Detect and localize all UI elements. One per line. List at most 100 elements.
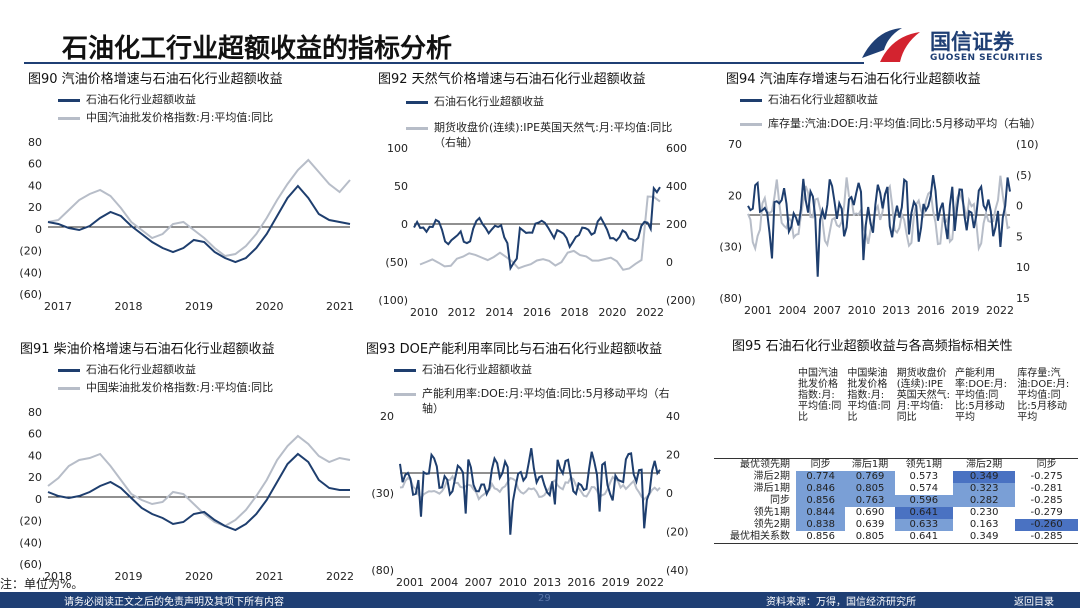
- fig90-legend-light: 中国汽油批发价格指数:月:平均值:同比: [58, 110, 273, 125]
- series-line-dark: [47, 452, 350, 532]
- y-tick-label: (20): [19, 245, 42, 258]
- fig94-chart: 70 20 (30) (80) (10) (5) 0 5 10 15 2001 2004 2007 201…: [719, 138, 1039, 317]
- x-tick-label: 2020: [185, 570, 213, 583]
- y-tick-label: (30): [719, 241, 742, 254]
- fig93-caption: 图93 DOE产能利用率同比与石油石化行业超额收益: [366, 342, 663, 357]
- logo-mark-icon: [862, 28, 920, 62]
- y-tick-label: 60: [28, 158, 42, 171]
- fig92-chart: 100 50 0 (50) (100) 600 400 200 0 (200) 2010 2012 20…: [378, 142, 695, 319]
- table-row: 最优相关系数 0.856 0.805 0.641 0.349 -0.285: [714, 531, 1078, 544]
- x-tick-label: 2018: [44, 570, 72, 583]
- x-tick-label: 2019: [951, 304, 979, 317]
- x-tick-label: 2020: [598, 306, 626, 319]
- x-tick-label: 2010: [499, 576, 527, 589]
- x-tick-label: 2019: [602, 576, 630, 589]
- y2-tick-label: 20: [666, 449, 680, 462]
- series-line-light: [47, 158, 351, 258]
- y-tick-label: 50: [394, 180, 408, 193]
- x-tick-label: 2022: [636, 306, 664, 319]
- fig91-caption: 图91 柴油价格增速与石油石化行业超额收益: [20, 342, 275, 357]
- y-tick-label: (30): [371, 487, 394, 500]
- y2-tick-label: 200: [666, 218, 687, 231]
- y-tick-label: 0: [401, 218, 408, 231]
- table-row: 领先1期 0.844 0.690 0.641 0.230 -0.279: [753, 507, 1063, 519]
- y-tick-label: 40: [28, 449, 42, 462]
- x-tick-label: 2022: [636, 576, 664, 589]
- fig93-chart: 20 (30) (80) 40 20 0 (20) (40) 2001 2004 2007 2010 2…: [371, 410, 689, 589]
- x-tick-label: 2007: [813, 304, 841, 317]
- y-tick-label: 60: [28, 428, 42, 441]
- x-tick-label: 2018: [115, 300, 143, 313]
- y-tick-label: (100): [378, 294, 408, 307]
- table-row: 滞后1期 0.846 0.805 0.574 0.323 -0.281: [753, 483, 1063, 495]
- y-tick-label: 40: [28, 179, 42, 192]
- x-tick-label: 2022: [986, 304, 1014, 317]
- y-tick-label: (80): [371, 564, 394, 577]
- fig91-chart: 80 60 40 20 0 (20) (40) (60)2018 2019 2020 2021 202…: [19, 406, 354, 583]
- y2-tick-label: (5): [1016, 169, 1032, 182]
- x-tick-label: 2022: [326, 570, 354, 583]
- series-line-light: [47, 434, 351, 528]
- fig90-chart: 80 60 40 20 0 (20) (40) (60)2017 2018 2019 2020 202…: [19, 136, 354, 313]
- y-tick-label: (60): [19, 558, 42, 571]
- fig91-legend-dark: 石油石化行业超额收益: [58, 362, 196, 377]
- fig94-legend-dark: 石油石化行业超额收益: [740, 92, 878, 107]
- table-header-gasoline: 中国汽油批发价格指数:月:平均值:同比: [796, 366, 846, 459]
- x-tick-label: 2007: [465, 576, 493, 589]
- x-tick-label: 2004: [779, 304, 807, 317]
- x-tick-label: 2020: [256, 300, 284, 313]
- y-tick-label: 80: [28, 136, 42, 149]
- fig93-legend-dark: 石油石化行业超额收益: [394, 362, 532, 377]
- table-row: 滞后2期 0.774 0.769 0.573 0.349 -0.275: [753, 471, 1063, 483]
- x-tick-label: 2016: [917, 304, 945, 317]
- x-tick-label: 2018: [561, 306, 589, 319]
- table-header-inventory: 库存量:汽油:DOE:月:平均值:同比:5月移动平均: [1015, 366, 1078, 459]
- x-tick-label: 2013: [882, 304, 910, 317]
- y-tick-label: 0: [35, 223, 42, 236]
- y2-tick-label: 0: [1016, 200, 1023, 213]
- fig90-legend-dark: 石油石化行业超额收益: [58, 92, 196, 107]
- y2-tick-label: 0: [666, 256, 673, 269]
- y-tick-label: (40): [19, 536, 42, 549]
- x-tick-label: 2014: [485, 306, 513, 319]
- footer-bar: 请务必阅读正文之后的免责声明及其项下所有内容 29 资料来源：万得，国信经济研究…: [0, 592, 1080, 608]
- table-header-utilization: 产能利用率:DOE:月:平均值:同比:5月移动平均: [952, 366, 1016, 459]
- table-header-natgas: 期货收盘价(连续):IPE英国天然气:月:平均值:同比: [894, 366, 953, 459]
- back-to-contents-link[interactable]: 返回目录: [1014, 597, 1054, 608]
- y2-tick-label: 40: [666, 410, 680, 423]
- unit-note: 注：单位为%。: [0, 577, 84, 591]
- fig90-caption: 图90 汽油价格增速与石油石化行业超额收益: [28, 72, 283, 87]
- y2-tick-label: 15: [1016, 292, 1030, 305]
- title-rule: [24, 62, 864, 64]
- x-tick-label: 2016: [523, 306, 551, 319]
- table-corner: [714, 366, 796, 459]
- x-tick-label: 2019: [115, 570, 143, 583]
- y2-tick-label: 10: [1016, 261, 1030, 274]
- fig94-legend-light: 库存量:汽油:DOE:月:平均值:同比:5月移动平均（右轴）: [740, 116, 1041, 131]
- x-tick-label: 2021: [326, 300, 354, 313]
- x-tick-label: 2001: [744, 304, 772, 317]
- page-title: 石油化工行业超额收益的指标分析: [62, 34, 453, 64]
- y2-tick-label: (20): [666, 526, 689, 539]
- guosen-logo: 国信证券 GUOSEN SECURITIES: [858, 22, 1068, 68]
- table-row: 领先2期 0.838 0.639 0.633 0.163 -0.260: [714, 519, 1078, 531]
- y-tick-label: (60): [19, 288, 42, 301]
- series-line-dark: [413, 185, 661, 272]
- logo-name-cn: 国信证券: [930, 30, 1014, 54]
- fig94-caption: 图94 汽油库存增速与石油石化行业超额收益: [726, 72, 981, 87]
- x-tick-label: 2012: [448, 306, 476, 319]
- x-tick-label: 2013: [533, 576, 561, 589]
- series-line-dark: [47, 184, 351, 264]
- y-tick-label: 80: [28, 406, 42, 419]
- page-number: 29: [538, 593, 551, 604]
- correlation-table: 中国汽油批发价格指数:月:平均值:同比 中国柴油批发价格指数:月:平均值:同比 …: [714, 366, 1078, 544]
- table-row: 最优领先期 同步 滞后1期 领先1期 滞后2期 同步: [714, 458, 1078, 471]
- y-tick-label: (50): [385, 256, 408, 269]
- x-tick-label: 2004: [430, 576, 458, 589]
- footer-disclaimer: 请务必阅读正文之后的免责声明及其项下所有内容: [64, 597, 284, 608]
- y-tick-label: 0: [35, 493, 42, 506]
- x-tick-label: 2016: [567, 576, 595, 589]
- y2-tick-label: 400: [666, 180, 687, 193]
- fig92-caption: 图92 天然气价格增速与石油石化行业超额收益: [378, 72, 646, 87]
- y2-tick-label: (10): [1016, 138, 1039, 151]
